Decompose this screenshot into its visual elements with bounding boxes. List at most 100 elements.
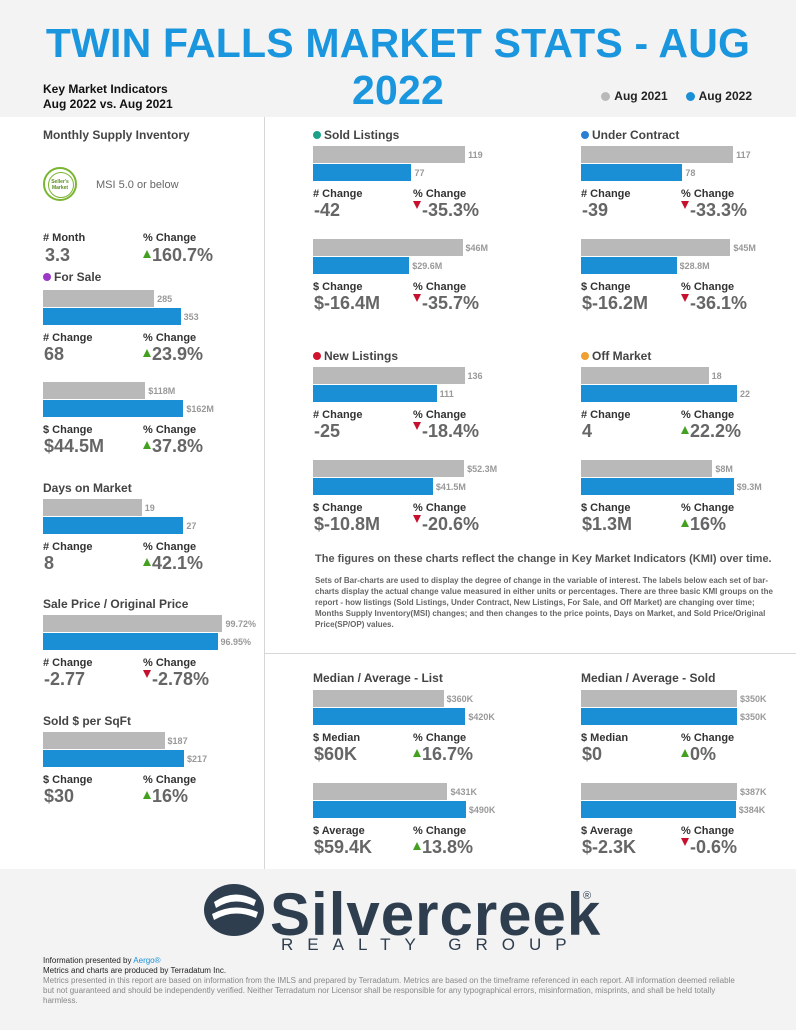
uc_count-title-text: Under Contract bbox=[592, 128, 680, 142]
off_count-pct-value: 22.2% bbox=[690, 421, 742, 441]
legend-label-current: Aug 2022 bbox=[698, 89, 752, 103]
legend-item-current: Aug 2022 bbox=[685, 89, 752, 103]
logo-registered: ® bbox=[583, 890, 592, 902]
sold_median-title-text: Median / Average - Sold bbox=[581, 671, 716, 685]
sold_count-arrow-down-icon bbox=[413, 201, 421, 209]
days_on_market-title-text: Days on Market bbox=[43, 481, 132, 495]
for_sale_volume-arrow-up-icon bbox=[143, 441, 151, 449]
legend-swatch-prior bbox=[601, 91, 611, 101]
footer: Information presented by Aergo® Metrics … bbox=[43, 956, 743, 1006]
msi-month-label: # Month bbox=[43, 232, 86, 244]
sold_median-bar-label-prior: $350K bbox=[740, 694, 767, 704]
new_count-title-text: New Listings bbox=[324, 349, 399, 363]
sold_per_sqft-title-text: Sold $ per SqFt bbox=[43, 714, 132, 728]
msi-pct-value: 160.7% bbox=[152, 245, 214, 265]
sellers-market-badge-icon: Seller's Market bbox=[43, 167, 77, 201]
sold_per_sqft-pct-label: % Change bbox=[143, 774, 197, 786]
sold_count-bar-label-prior: 119 bbox=[468, 150, 483, 160]
list_median-pct-label: % Change bbox=[413, 732, 467, 744]
list_average-pct-value: 13.8% bbox=[422, 837, 474, 857]
list_average-bar-label-prior: $431K bbox=[450, 787, 477, 797]
list_average-pct-label: % Change bbox=[413, 825, 467, 837]
legend-swatch-current bbox=[685, 91, 695, 101]
sold_per_sqft-title: Sold $ per SqFt bbox=[43, 714, 131, 728]
legend-item-prior: Aug 2021 bbox=[601, 89, 668, 103]
days_on_market-bar-prior bbox=[43, 499, 142, 516]
arrow-up-icon bbox=[143, 250, 151, 258]
days_on_market-pct-label: % Change bbox=[143, 541, 197, 553]
kmi-line1: Key Market Indicators bbox=[43, 82, 168, 96]
sold_median-pct-value: 0% bbox=[690, 744, 717, 764]
list_average-bar-prior bbox=[313, 783, 448, 800]
for_sale_count-title: For Sale bbox=[43, 270, 101, 284]
uc_volume-bar-current bbox=[581, 257, 677, 274]
sold_median-title: Median / Average - Sold bbox=[581, 671, 715, 685]
sp_op-change-value: -2.77 bbox=[44, 669, 86, 689]
sold_median-bar-current bbox=[581, 708, 737, 725]
off_count-bar-label-current: 22 bbox=[740, 389, 751, 399]
for_sale_volume-bar-current bbox=[43, 400, 184, 417]
legend: Aug 2021 Aug 2022 bbox=[601, 89, 752, 103]
sold_per_sqft-change-label: $ Change bbox=[43, 774, 93, 786]
sold_per_sqft-change-value: $30 bbox=[44, 786, 75, 806]
sold_count-bar-label-current: 77 bbox=[414, 168, 425, 178]
for_sale_volume-change-label: $ Change bbox=[43, 424, 93, 436]
sold_volume-bar-prior bbox=[313, 239, 463, 256]
list_average-bar-current bbox=[313, 801, 466, 818]
badge-text: Seller's Market bbox=[45, 179, 75, 191]
sold_average-change-value: $-2.3K bbox=[582, 837, 637, 857]
list_average-change-label: $ Average bbox=[313, 825, 365, 837]
new_count-dot-icon bbox=[313, 352, 321, 360]
new_count-title: New Listings bbox=[313, 349, 398, 363]
off_volume-arrow-up-icon bbox=[681, 519, 689, 527]
list_median-title-text: Median / Average - List bbox=[313, 671, 443, 685]
for_sale_count-bar-label-current: 353 bbox=[183, 312, 199, 322]
aergo-link[interactable]: Aergo® bbox=[133, 956, 161, 965]
sold_per_sqft-bar-current bbox=[43, 750, 185, 767]
notes-heading: The figures on these charts reflect the … bbox=[315, 553, 772, 565]
sp_op-bar-label-current: 96.95% bbox=[220, 637, 252, 647]
uc_volume-change-label: $ Change bbox=[581, 281, 631, 293]
sold_volume-bar-current bbox=[313, 257, 410, 274]
list_average-bar-label-current: $490K bbox=[468, 805, 496, 815]
off_count-bar-label-prior: 18 bbox=[711, 371, 722, 381]
sold_average-change-label: $ Average bbox=[581, 825, 633, 837]
list_median-title: Median / Average - List bbox=[313, 671, 443, 685]
legend-label-prior: Aug 2021 bbox=[614, 89, 668, 103]
days_on_market-title: Days on Market bbox=[43, 481, 132, 495]
new_volume-bar-current bbox=[313, 478, 433, 495]
list_median-pct-value: 16.7% bbox=[422, 744, 474, 764]
new_count-bar-prior bbox=[313, 367, 465, 384]
for_sale_count-change-value: 68 bbox=[44, 344, 65, 364]
for_sale_count-arrow-up-icon bbox=[143, 349, 151, 357]
msi-note: MSI 5.0 or below bbox=[96, 179, 179, 191]
uc_volume-bar-prior bbox=[581, 239, 731, 256]
sold_count-pct-value: -35.3% bbox=[422, 200, 480, 220]
sold_count-change-value: -42 bbox=[314, 200, 341, 220]
sold_average-arrow-down-icon bbox=[681, 838, 689, 846]
for_sale_count-pct-value: 23.9% bbox=[152, 344, 204, 364]
sold_average-bar-prior bbox=[581, 783, 737, 800]
off_volume-change-value: $1.3M bbox=[582, 514, 633, 534]
new_count-pct-label: % Change bbox=[413, 409, 467, 421]
off_count-pct-label: % Change bbox=[681, 409, 735, 421]
for_sale_count-bar-current bbox=[43, 308, 181, 325]
sp_op-bar-label-prior: 99.72% bbox=[225, 619, 257, 629]
sold_per_sqft-bar-label-prior: $187 bbox=[167, 736, 188, 746]
sold_per_sqft-bar-prior bbox=[43, 732, 165, 749]
days_on_market-bar-label-current: 27 bbox=[186, 521, 197, 531]
uc_count-bar-prior bbox=[581, 146, 734, 163]
for_sale_count-pct-label: % Change bbox=[143, 332, 197, 344]
kmi-line2: Aug 2022 vs. Aug 2021 bbox=[43, 97, 173, 111]
sold_volume-arrow-down-icon bbox=[413, 294, 421, 302]
list_median-arrow-up-icon bbox=[413, 749, 421, 757]
for_sale_volume-pct-label: % Change bbox=[143, 424, 197, 436]
off_count-change-label: # Change bbox=[581, 409, 631, 421]
sold_volume-change-value: $-16.4M bbox=[314, 293, 381, 313]
sp_op-title-text: Sale Price / Original Price bbox=[43, 597, 189, 611]
sp_op-arrow-down-icon bbox=[143, 670, 151, 678]
for_sale_count-bar-prior bbox=[43, 290, 155, 307]
msi-pct-label: % Change bbox=[143, 232, 197, 244]
sold_median-bar-prior bbox=[581, 690, 737, 707]
list_median-change-value: $60K bbox=[314, 744, 358, 764]
